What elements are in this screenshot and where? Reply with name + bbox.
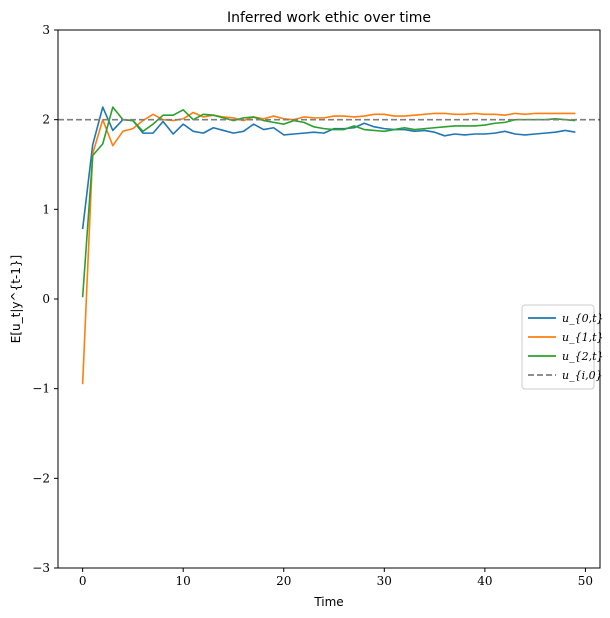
legend-label: u_{i,0} [562, 369, 603, 382]
legend-label: u_{1,t} [562, 331, 604, 344]
y-tick-label: −1 [32, 382, 50, 396]
y-tick-label: 0 [42, 292, 50, 306]
y-axis-label: E[u_t|y^{t-1}] [9, 255, 23, 343]
plot-frame [57, 29, 601, 569]
legend-box [521, 304, 595, 390]
y-tick-label: 1 [42, 202, 50, 216]
x-axis: 0 10 20 30 40 50 [79, 568, 593, 588]
x-axis-label: Time [313, 595, 343, 609]
x-tick-label: 20 [276, 574, 291, 588]
x-tick-label: 10 [176, 574, 191, 588]
y-tick-label: −3 [32, 561, 50, 575]
plot-area [58, 106, 600, 385]
legend-label: u_{0,t} [562, 312, 604, 325]
legend: u_{0,t} u_{1,t} u_{2,t} u_{i,0} [521, 304, 604, 390]
y-axis: −3 −2 −1 0 1 2 3 [32, 23, 58, 575]
y-tick-label: −2 [32, 471, 50, 485]
legend-label: u_{2,t} [562, 350, 604, 363]
x-tick-label: 30 [377, 574, 392, 588]
series-line [81, 106, 576, 298]
y-tick-label: 3 [42, 23, 50, 37]
x-tick-label: 50 [578, 574, 593, 588]
y-tick-label: 2 [42, 113, 50, 127]
series-line [81, 111, 576, 385]
x-tick-label: 40 [477, 574, 492, 588]
series-line [81, 106, 576, 230]
x-tick-label: 0 [79, 574, 87, 588]
chart-title: Inferred work ethic over time [227, 10, 431, 26]
